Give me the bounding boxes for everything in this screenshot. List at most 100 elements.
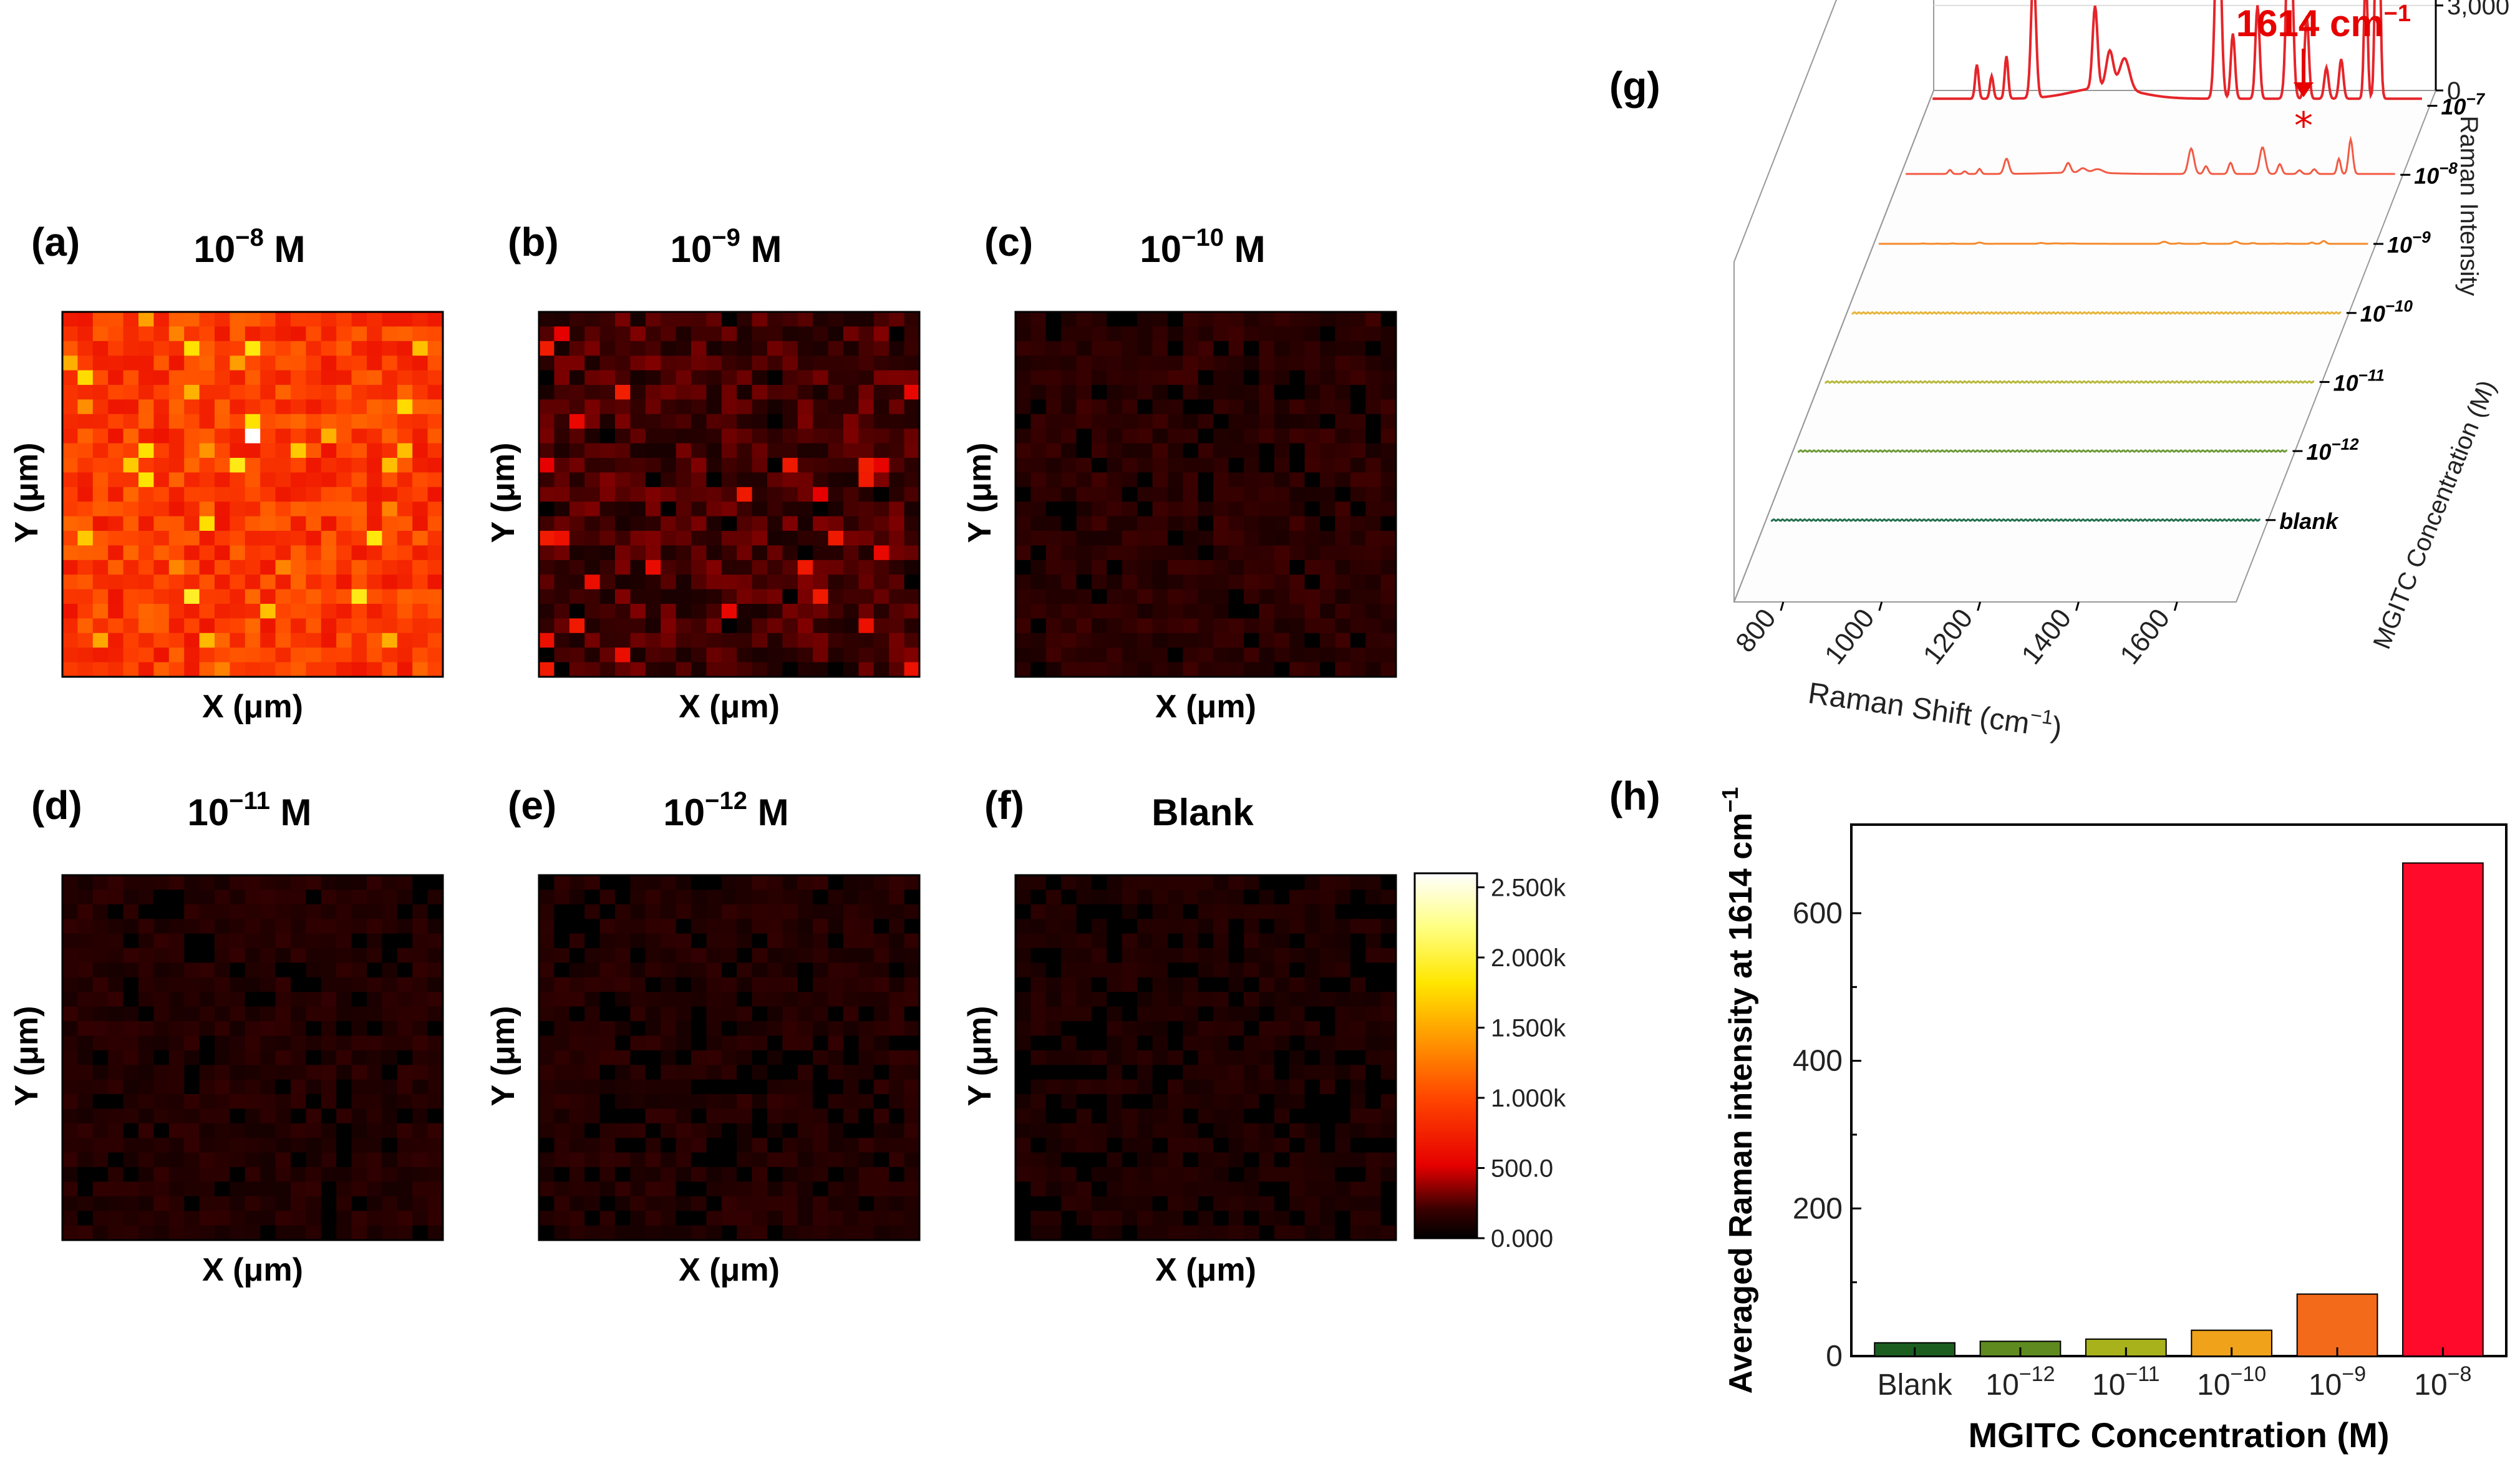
map-cell (1183, 385, 1199, 400)
map-cell (321, 1196, 337, 1211)
map-cell (260, 502, 276, 517)
map-cell (1228, 1006, 1244, 1022)
map-cell (77, 1065, 94, 1080)
map-cell (382, 429, 398, 444)
map-cell (661, 399, 677, 415)
map-cell (427, 1021, 443, 1036)
map-cell (336, 875, 352, 890)
map-cell (661, 545, 677, 561)
map-cell (215, 1167, 230, 1182)
map-cell (427, 904, 443, 919)
map-cell (1244, 312, 1259, 327)
map-cell (138, 341, 154, 356)
map-cell (676, 545, 692, 561)
map-cell (245, 618, 261, 634)
map-cell (77, 1006, 94, 1022)
map-cell (1076, 458, 1092, 473)
map-cell (676, 948, 692, 963)
map-cell (691, 516, 707, 531)
map-cell (215, 1050, 230, 1065)
map-cell (1213, 560, 1229, 575)
map-cell (1030, 1211, 1047, 1226)
map-cell (1213, 399, 1229, 415)
map-cell (1228, 1021, 1244, 1036)
map-cell (1320, 429, 1335, 444)
map-cell (306, 948, 322, 963)
map-cell (599, 1196, 616, 1211)
map-cell (306, 662, 322, 677)
map-cell (1168, 414, 1183, 429)
map-cell (1198, 618, 1214, 634)
map-cell (1030, 589, 1047, 604)
map-cell (92, 875, 109, 890)
map-cell (630, 1035, 646, 1051)
map-cell (889, 414, 905, 429)
map-cell (1152, 341, 1168, 356)
map-cell (427, 1065, 443, 1080)
map-cell (873, 312, 889, 327)
map-cell (706, 1152, 722, 1168)
map-cell (306, 875, 322, 890)
map-cell (873, 1181, 889, 1197)
map-cell (813, 531, 829, 546)
map-cell (367, 1094, 382, 1109)
map-cell (843, 1079, 859, 1095)
map-cell (138, 1167, 154, 1182)
bar-y-tick-label: 600 (1793, 897, 1843, 930)
map-cell (767, 904, 783, 919)
map-cell (904, 1196, 920, 1211)
map-cell (306, 1065, 322, 1080)
map-cell (351, 1094, 367, 1109)
map-cell (1107, 574, 1123, 590)
map-cell (108, 429, 124, 444)
map-cell (676, 443, 692, 458)
map-cell (904, 633, 920, 648)
map-cell (1228, 977, 1244, 992)
map-cell (321, 326, 337, 342)
map-cell (123, 919, 139, 934)
map-cell (245, 385, 261, 400)
map-cell (397, 1050, 413, 1065)
map-cell (321, 962, 337, 978)
map-cell (569, 545, 585, 561)
map-cell (599, 487, 616, 502)
map-cell (336, 472, 352, 488)
map-cell (351, 356, 367, 371)
map-cell (245, 1108, 261, 1124)
map-cell (1228, 919, 1244, 934)
map-cell (1335, 933, 1351, 949)
map-cell (184, 1138, 200, 1153)
map-cell (351, 472, 367, 488)
map-cell (1335, 1138, 1351, 1153)
map-cell (691, 414, 707, 429)
map-cell (615, 414, 631, 429)
map-cell (737, 618, 753, 634)
map-cell (382, 312, 398, 327)
map-cell (1122, 992, 1138, 1007)
map-cell (858, 502, 875, 517)
map-cell (336, 312, 352, 327)
map-cell (1365, 1006, 1382, 1022)
map-cell (661, 429, 677, 444)
map-cell (843, 1123, 859, 1138)
map-cell (1228, 662, 1244, 677)
map-cell (858, 326, 875, 342)
map-cell (1274, 326, 1290, 342)
map-cell (123, 560, 139, 575)
map-cell (412, 977, 429, 992)
map-cell (1259, 962, 1275, 978)
map-cell (1092, 933, 1107, 949)
map-cell (797, 560, 813, 575)
map-cell (1122, 1225, 1138, 1241)
map-cell (1137, 1181, 1153, 1197)
map-cell (1107, 458, 1123, 473)
map-cell (336, 1167, 352, 1182)
map-cell (184, 933, 200, 949)
map-cell (843, 326, 859, 342)
map-cell (828, 458, 844, 473)
map-cell (1092, 977, 1107, 992)
map-cell (599, 1138, 616, 1153)
map-cell (260, 545, 276, 561)
map-cell (1107, 1123, 1123, 1138)
map-cell (1198, 647, 1214, 663)
